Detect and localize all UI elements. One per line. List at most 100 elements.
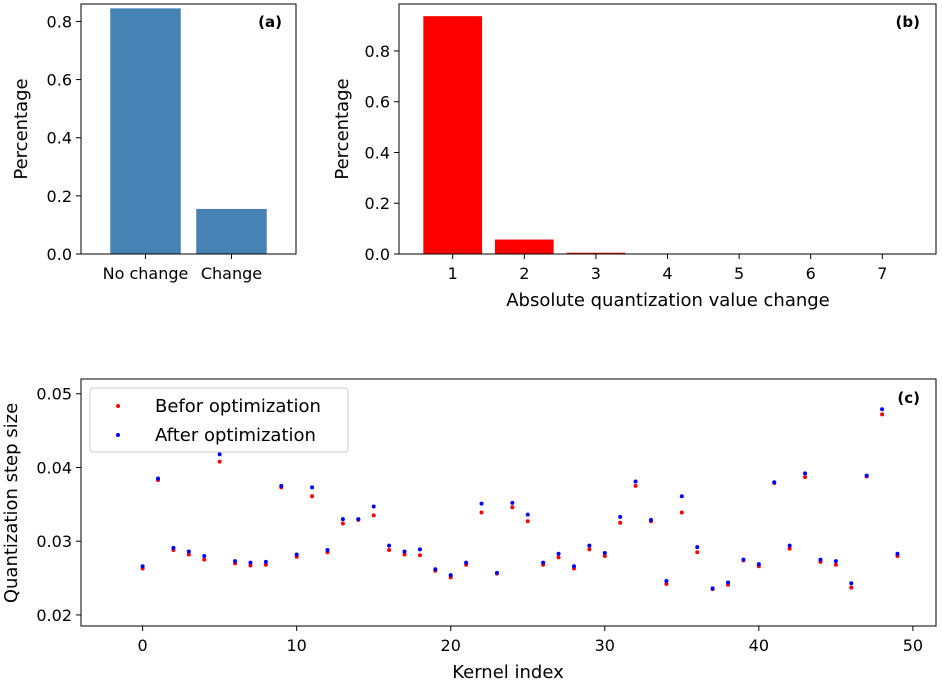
x-tick-label-c-0: 0 — [138, 636, 148, 655]
point-after-30 — [602, 551, 607, 556]
point-after-11 — [310, 485, 315, 490]
point-after-40 — [756, 562, 761, 567]
panel-a-frame — [80, 3, 297, 255]
x-tick-label-b-1: 2 — [519, 264, 529, 283]
point-after-9 — [279, 483, 284, 488]
y-tick-label-a-0: 0.0 — [47, 245, 72, 264]
point-before-4 — [202, 557, 207, 562]
x-tick-label-b-6: 7 — [877, 264, 887, 283]
point-after-48 — [880, 407, 885, 412]
x-tick-label-b-5: 6 — [806, 264, 816, 283]
x-tick-label-a-1: Change — [201, 264, 262, 283]
point-before-13 — [340, 521, 345, 526]
point-after-26 — [541, 560, 546, 565]
point-before-32 — [633, 483, 638, 488]
y-tick-label-b-2: 0.4 — [365, 143, 390, 162]
panel-c-frame — [80, 378, 937, 627]
point-after-6 — [233, 559, 238, 564]
point-after-43 — [803, 471, 808, 476]
point-after-38 — [726, 580, 731, 585]
point-after-42 — [787, 543, 792, 548]
panel-a-tag: (a) — [258, 13, 282, 31]
point-before-17 — [402, 552, 407, 557]
point-after-3 — [186, 549, 191, 554]
point-after-33 — [649, 517, 653, 522]
point-after-8 — [263, 559, 268, 564]
point-after-13 — [340, 517, 345, 522]
y-tick-label-b-0: 0.0 — [365, 245, 390, 264]
point-before-45 — [833, 562, 838, 567]
panel-c-x-axis-label: Kernel index — [452, 662, 564, 683]
point-after-46 — [849, 581, 854, 586]
point-after-44 — [818, 557, 823, 562]
x-tick-label-b-4: 5 — [734, 264, 744, 283]
bar-a-1 — [196, 208, 267, 254]
panel-c-legend: Befor optimization After optimization — [89, 387, 349, 453]
point-after-2 — [171, 545, 176, 550]
bar-b-2 — [566, 252, 626, 254]
point-after-34 — [664, 579, 669, 584]
point-after-39 — [741, 557, 746, 562]
legend-marker-before — [116, 404, 120, 408]
point-after-4 — [202, 553, 207, 558]
point-after-27 — [556, 551, 561, 556]
x-tick-label-c-4: 40 — [749, 636, 769, 655]
point-after-47 — [864, 473, 869, 478]
panel-b-x-axis-label: Absolute quantization value change — [506, 290, 830, 311]
point-after-36 — [695, 545, 700, 550]
point-before-5 — [217, 459, 222, 464]
point-before-43 — [803, 475, 808, 480]
bar-b-1 — [494, 239, 554, 254]
point-after-7 — [248, 560, 253, 565]
point-after-16 — [387, 543, 392, 548]
point-after-28 — [571, 564, 576, 569]
y-tick-label-c-3: 0.05 — [36, 385, 72, 404]
x-tick-label-c-5: 50 — [903, 636, 923, 655]
panel-c-scatter-chart: 0 10 20 30 40 50 0.02 0.03 0.04 0.05 (c) Quantiz… — [1, 378, 937, 683]
x-tick-label-c-2: 20 — [441, 636, 461, 655]
point-before-30 — [602, 553, 607, 558]
point-after-19 — [433, 567, 438, 572]
point-after-22 — [479, 501, 484, 506]
point-before-42 — [787, 546, 792, 551]
point-before-18 — [417, 553, 422, 558]
y-tick-label-a-1: 0.2 — [47, 187, 72, 206]
panel-b-y-axis-label: Percentage — [332, 78, 353, 179]
bar-b-0 — [423, 16, 483, 255]
panel-b-tag: (b) — [896, 13, 920, 31]
point-after-32 — [633, 479, 638, 484]
x-tick-label-b-3: 4 — [662, 264, 672, 283]
legend-frame — [89, 387, 349, 453]
point-after-49 — [895, 551, 900, 556]
point-before-48 — [880, 412, 885, 417]
panel-b-bar-chart: 1 2 3 4 5 6 7 0.0 0.2 0.4 0.6 0.8 (b) Percentage A… — [332, 3, 937, 311]
point-before-27 — [556, 555, 561, 560]
y-tick-label-b-4: 0.8 — [365, 42, 390, 61]
point-after-37 — [710, 586, 715, 591]
point-after-5 — [217, 452, 222, 457]
x-tick-label-a-0: No change — [103, 264, 189, 283]
point-before-34 — [664, 581, 669, 586]
x-tick-label-c-3: 30 — [595, 636, 615, 655]
point-after-21 — [464, 560, 469, 565]
point-after-35 — [679, 494, 684, 499]
point-before-46 — [849, 585, 854, 590]
point-before-11 — [310, 494, 315, 499]
y-tick-label-a-2: 0.4 — [47, 129, 72, 148]
point-before-7 — [248, 563, 253, 568]
point-after-15 — [371, 504, 376, 509]
point-after-31 — [618, 514, 623, 519]
point-before-22 — [479, 510, 484, 515]
point-before-25 — [525, 519, 530, 524]
point-before-36 — [695, 550, 700, 555]
y-tick-label-a-3: 0.6 — [47, 71, 72, 90]
point-before-15 — [371, 513, 376, 518]
y-tick-label-a-4: 0.8 — [47, 12, 72, 31]
y-tick-label-c-2: 0.04 — [36, 458, 72, 477]
point-before-16 — [387, 548, 392, 553]
point-after-45 — [833, 559, 838, 564]
point-after-24 — [510, 500, 515, 505]
panel-b-frame — [398, 3, 937, 255]
x-tick-label-c-1: 10 — [286, 636, 306, 655]
